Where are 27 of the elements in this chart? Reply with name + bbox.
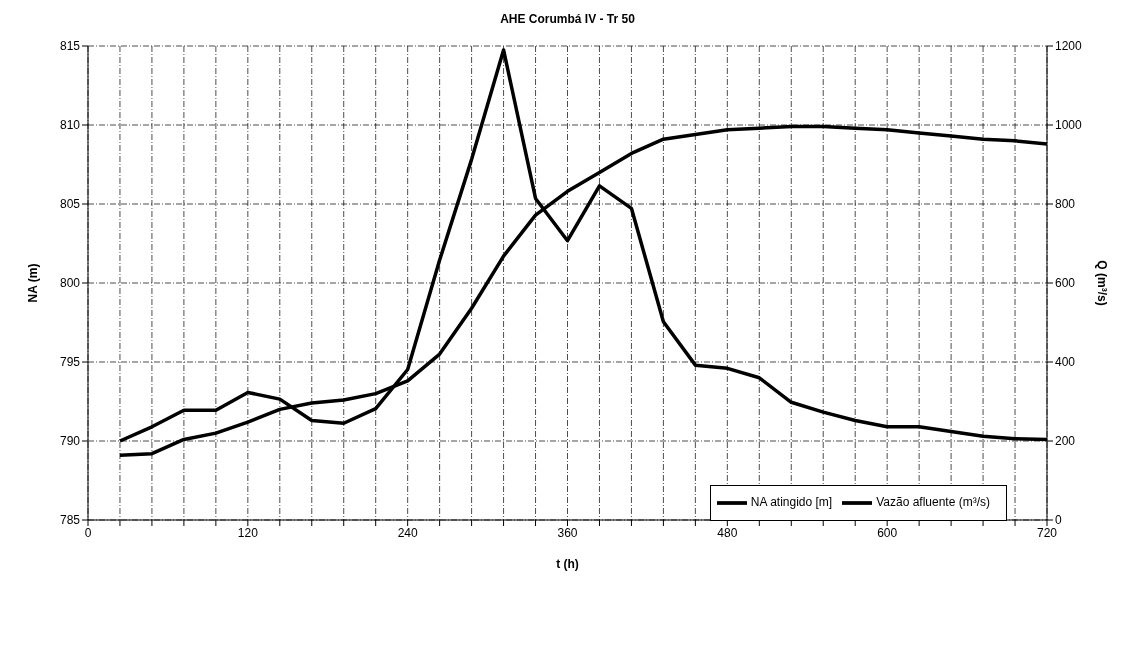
x-tick-label: 600 [877,525,898,540]
y2-tick-label: 400 [1055,355,1076,370]
y2-tick-label: 600 [1055,276,1076,291]
x-tick-label: 480 [717,525,738,540]
x-tick-label: 120 [237,525,259,540]
legend-label: Vazão afluente (m³/s) [876,495,990,510]
y-tick-label: 795 [59,355,81,370]
x-tick-label: 0 [84,525,92,540]
x-tick-label: 720 [1036,525,1058,540]
y2-tick-label: 200 [1055,434,1076,449]
y2-tick-label: 1000 [1055,118,1083,133]
y2-tick-label: 1200 [1055,39,1083,54]
y-tick-label: 790 [59,434,81,449]
chart-title: AHE Corumbá IV - Tr 50 [499,12,636,26]
y-axis-title: NA (m) [26,263,41,303]
y2-tick-label: 0 [1055,513,1062,528]
y-tick-label: 800 [59,276,81,291]
y-tick-label: 810 [59,118,81,133]
y-tick-label: 805 [59,197,81,212]
legend-label: NA atingido [m] [750,495,833,510]
y-tick-label: 815 [59,39,81,54]
x-tick-label: 240 [397,525,418,540]
y-tick-label: 785 [59,513,81,528]
x-axis-title: t (h) [556,557,579,571]
x-tick-label: 360 [557,525,578,540]
y2-tick-label: 800 [1055,197,1076,212]
y2-axis-title: Q (m³/s) [1094,260,1109,306]
